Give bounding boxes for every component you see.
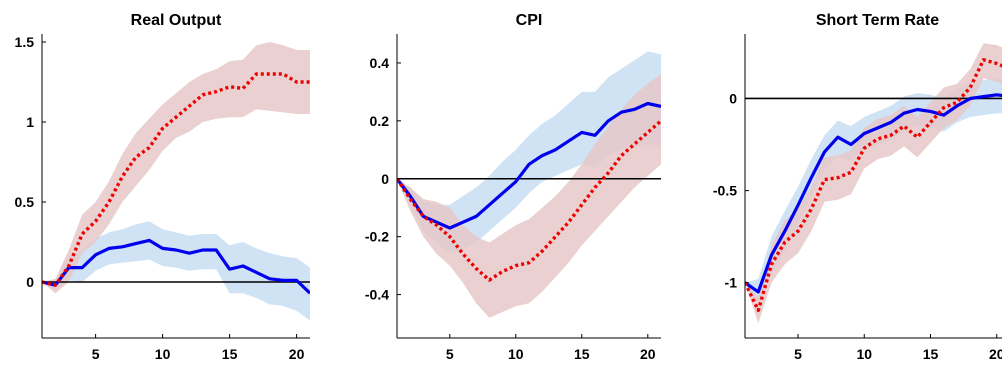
series-line-blue-solid xyxy=(42,238,310,295)
x-tick-label: 20 xyxy=(289,346,305,362)
x-tick-label: 10 xyxy=(508,346,524,362)
y-tick-label: 1.5 xyxy=(15,34,35,50)
x-tick-label: 20 xyxy=(640,346,656,362)
series-line-red-dotted xyxy=(745,58,1002,313)
series-line-red-dotted xyxy=(397,119,661,282)
x-tick-label: 10 xyxy=(856,346,872,362)
y-tick-label: 0 xyxy=(26,274,34,290)
x-tick-label: 15 xyxy=(923,346,939,362)
y-tick-label: 0.2 xyxy=(370,113,390,129)
y-tick-label: -0.2 xyxy=(365,229,389,245)
confidence-band-red-dotted xyxy=(397,74,661,318)
y-tick-label: 0.5 xyxy=(15,194,35,210)
y-tick-label: 1 xyxy=(26,114,34,130)
panel-2: 5 10 15 20 -0.4 -0.2 0 0.2 0.4 CPI xyxy=(365,12,661,362)
confidence-band-red-dotted xyxy=(745,43,1002,324)
x-tick-label: 5 xyxy=(794,346,802,362)
chart-title: CPI xyxy=(516,12,543,29)
plot-area-3 xyxy=(745,43,1002,324)
x-tick-label: 15 xyxy=(574,346,590,362)
series-line-blue-solid xyxy=(397,101,661,230)
y-tick-label: 0.4 xyxy=(370,55,390,71)
panel-3: 5 10 15 20 -1 -0.5 0 Short Term Rate xyxy=(713,12,1002,362)
chart-title: Short Term Rate xyxy=(816,12,939,29)
x-tick-label: 5 xyxy=(446,346,454,362)
y-tick-label: -1 xyxy=(725,275,738,291)
x-tick-label: 10 xyxy=(155,346,171,362)
y-tick-label: 0 xyxy=(729,90,737,106)
series-line-red-dotted xyxy=(42,72,310,287)
y-tick-label: -0.5 xyxy=(713,183,737,199)
plot-area-1 xyxy=(42,42,310,321)
x-tick-label: 5 xyxy=(92,346,100,362)
confidence-band-blue-solid xyxy=(397,51,661,255)
series-line-blue-solid xyxy=(745,93,1002,294)
confidence-band-red-dotted xyxy=(42,42,310,294)
x-tick-label: 15 xyxy=(222,346,238,362)
chart-title: Real Output xyxy=(131,12,222,29)
panel-1: 5 10 15 20 0 0.5 1 1.5 Real Output xyxy=(15,12,310,362)
confidence-band-blue-solid xyxy=(42,221,310,321)
y-tick-label: 0 xyxy=(381,171,389,187)
y-tick-label: -0.4 xyxy=(365,287,389,303)
plot-area-2 xyxy=(397,51,661,318)
x-tick-label: 20 xyxy=(989,346,1002,362)
